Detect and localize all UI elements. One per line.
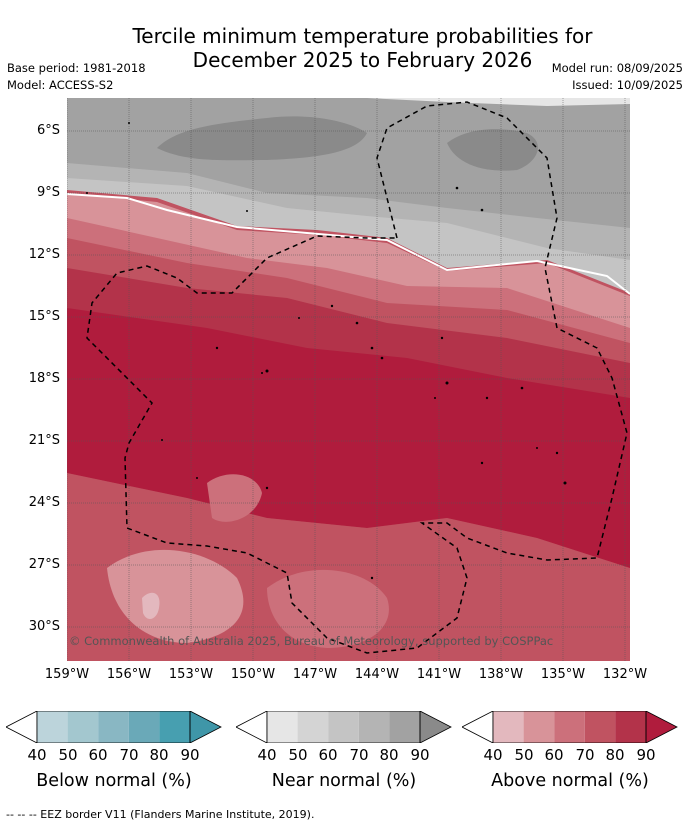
lon-tick-159w: 159°W	[44, 667, 90, 682]
eez-footnote: -- -- -- EEZ border V11 (Flanders Marine…	[6, 808, 315, 821]
near-tick-90: 90	[410, 746, 430, 764]
lon-tick-150w: 150°W	[230, 667, 276, 682]
below-tick-70: 70	[119, 746, 139, 764]
lat-tick-15s: 15°S	[28, 309, 60, 324]
lat-tick-12s: 12°S	[28, 247, 60, 262]
near-tick-70: 70	[349, 746, 369, 764]
above-normal-title: Above normal (%)	[491, 771, 649, 791]
lat-tick-24s: 24°S	[28, 495, 60, 510]
lon-tick-135w: 135°W	[540, 667, 586, 682]
above-tick-80: 80	[605, 746, 625, 764]
lon-tick-138w: 138°W	[478, 667, 524, 682]
below-normal-swatch-5	[159, 711, 190, 743]
below-normal-swatch-3	[98, 711, 129, 743]
above-tick-70: 70	[575, 746, 595, 764]
lon-tick-144w: 144°W	[354, 667, 400, 682]
near-tick-50: 50	[288, 746, 308, 764]
above-normal-colorbar	[462, 711, 678, 743]
lat-tick-27s: 27°S	[28, 557, 60, 572]
model-name: Model: ACCESS-S2	[7, 78, 114, 92]
above-tick-60: 60	[544, 746, 564, 764]
above-normal-swatch-1	[493, 711, 524, 743]
lon-tick-147w: 147°W	[292, 667, 338, 682]
below-tick-50: 50	[58, 746, 78, 764]
title-line-1: Tercile minimum temperature probabilitie…	[132, 24, 593, 48]
model-run: Model run: 08/09/2025	[551, 61, 683, 75]
near-tick-60: 60	[318, 746, 338, 764]
above-normal-swatch-5	[615, 711, 646, 743]
near-normal-end	[419, 711, 452, 743]
base-period: Base period: 1981-2018	[7, 61, 146, 75]
near-normal-colorbar	[236, 711, 452, 743]
lat-tick-21s: 21°S	[28, 433, 60, 448]
lat-tick-30s: 30°S	[28, 619, 60, 634]
below-tick-40: 40	[27, 746, 47, 764]
lon-tick-141w: 141°W	[416, 667, 462, 682]
title-line-2: December 2025 to February 2026	[192, 48, 533, 72]
below-normal-end	[189, 711, 222, 743]
below-normal-swatch-4	[128, 711, 160, 743]
above-tick-90: 90	[636, 746, 656, 764]
lat-tick-18s: 18°S	[28, 371, 60, 386]
near-normal-title: Near normal (%)	[271, 771, 417, 791]
near-tick-80: 80	[379, 746, 399, 764]
near-tick-40: 40	[257, 746, 277, 764]
lon-tick-156w: 156°W	[106, 667, 152, 682]
above-tick-40: 40	[483, 746, 503, 764]
below-tick-90: 90	[180, 746, 200, 764]
lat-tick-9s: 9°S	[36, 185, 60, 200]
near-normal-swatch-1	[267, 711, 298, 743]
above-normal-end	[645, 711, 678, 743]
issued-date: Issued: 10/09/2025	[572, 78, 683, 92]
lon-tick-132w: 132°W	[602, 667, 648, 682]
below-tick-80: 80	[149, 746, 169, 764]
above-normal-swatch-3	[554, 711, 585, 743]
copyright-note: © Commonwealth of Australia 2025, Bureau…	[69, 634, 554, 648]
above-normal-swatch-4	[584, 711, 616, 743]
below-normal-colorbar	[6, 711, 222, 743]
near-normal-swatch-3	[328, 711, 359, 743]
lat-tick-6s: 6°S	[36, 123, 60, 138]
near-normal-swatch-5	[389, 711, 420, 743]
probability-map	[67, 98, 630, 661]
above-tick-50: 50	[514, 746, 534, 764]
below-normal-swatch-1	[37, 711, 68, 743]
lon-tick-153w: 153°W	[168, 667, 214, 682]
below-normal-swatch-2	[67, 711, 99, 743]
below-tick-60: 60	[88, 746, 108, 764]
below-normal-title: Below normal (%)	[36, 771, 192, 791]
near-normal-swatch-4	[358, 711, 390, 743]
near-normal-swatch-2	[297, 711, 329, 743]
above-normal-swatch-2	[523, 711, 555, 743]
